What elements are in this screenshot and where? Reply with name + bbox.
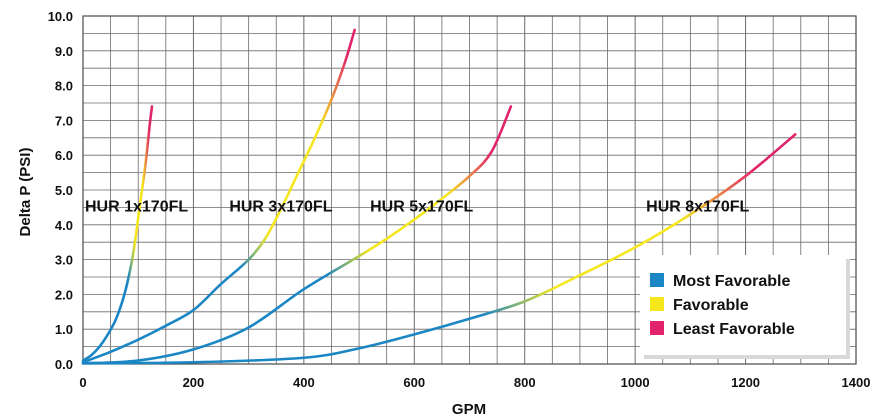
legend-swatch-most — [650, 273, 664, 287]
x-tick-label: 200 — [183, 375, 205, 390]
y-tick-label: 8.0 — [55, 79, 73, 94]
legend-box — [640, 255, 846, 355]
y-tick-label: 10.0 — [48, 9, 73, 24]
legend-swatch-favorable — [650, 297, 664, 311]
legend-label: Favorable — [673, 297, 749, 314]
legend-swatch-least — [650, 321, 664, 335]
plot-frame — [82, 15, 857, 365]
x-axis-title: GPM — [452, 401, 486, 418]
y-tick-label: 2.0 — [55, 287, 73, 302]
legend-label: Most Favorable — [673, 273, 790, 290]
x-tick-label: 1000 — [621, 375, 650, 390]
y-tick-label: 0.0 — [55, 357, 73, 372]
curve-label: HUR 5x170FL — [370, 198, 473, 215]
series-line-0 — [81, 105, 154, 362]
curve-label: HUR 8x170FL — [646, 198, 749, 215]
y-tick-label: 1.0 — [55, 322, 73, 337]
series-line-1 — [81, 28, 356, 364]
y-tick-label: 3.0 — [55, 253, 73, 268]
x-tick-label: 800 — [514, 375, 536, 390]
x-tick-label: 600 — [403, 375, 425, 390]
y-tick-label: 5.0 — [55, 183, 73, 198]
x-tick-label: 0 — [79, 375, 86, 390]
series-line-3 — [81, 133, 797, 365]
legend: Most Favorable Favorable Least Favorable — [640, 255, 850, 359]
curve-label: HUR 1x170FL — [85, 198, 188, 215]
y-tick-label: 4.0 — [55, 218, 73, 233]
curve-label: HUR 3x170FL — [229, 198, 332, 215]
x-tick-label: 400 — [293, 375, 315, 390]
y-tick-label: 6.0 — [55, 148, 73, 163]
x-tick-label: 1400 — [842, 375, 871, 390]
series-line-2 — [81, 105, 513, 365]
curve-labels: HUR 1x170FL HUR 3x170FL HUR 5x170FL HUR 8x1… — [85, 198, 750, 215]
y-tick-label: 9.0 — [55, 44, 73, 59]
y-tick-label: 7.0 — [55, 113, 73, 128]
legend-label: Least Favorable — [673, 321, 795, 338]
y-axis-title: Delta P (PSI) — [17, 148, 34, 237]
axis-ticks: 0 200 400 600 800 1000 1200 1400 0.0 1.0 2.0 3.0 4.0… — [48, 9, 871, 390]
curves — [81, 28, 797, 365]
x-tick-label: 1200 — [731, 375, 760, 390]
